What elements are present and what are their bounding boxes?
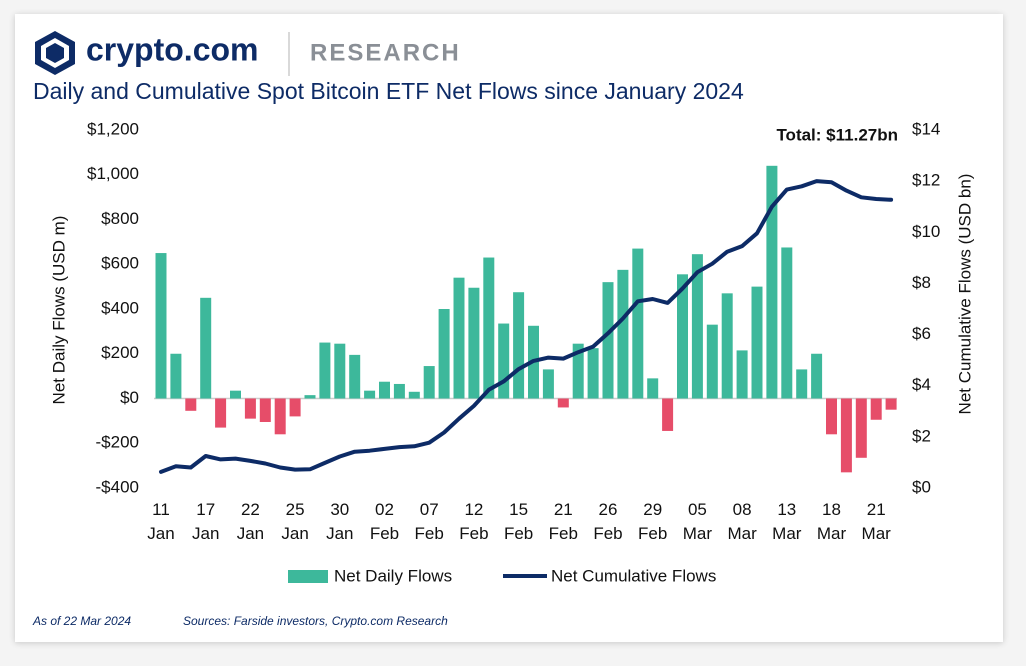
bar — [185, 398, 197, 411]
bar — [662, 398, 674, 431]
bar — [393, 383, 405, 399]
y2-axis-label: Net Cumulative Flows (USD bn) — [955, 174, 974, 415]
x-tick-label: 02 Feb — [370, 500, 399, 543]
bar — [259, 398, 271, 422]
legend-swatch — [288, 570, 328, 583]
bar — [751, 286, 763, 399]
bar — [304, 395, 316, 399]
y2-tick-label: $0 — [912, 477, 931, 496]
bar — [840, 398, 852, 473]
footnote-date: As of 22 Mar 2024 — [32, 614, 131, 628]
x-tick-label: 21 Mar — [862, 500, 892, 543]
x-tick-label: 26 Feb — [593, 500, 622, 543]
legend-label: Net Cumulative Flows — [551, 566, 716, 585]
bar — [826, 398, 837, 435]
y2-tick-label: $2 — [912, 426, 931, 445]
x-tick-label: 13 Mar — [772, 500, 802, 543]
bar — [379, 381, 390, 399]
logo-icon — [35, 31, 75, 75]
bar — [870, 398, 882, 420]
brand: crypto.com — [86, 31, 258, 67]
bar — [677, 274, 688, 399]
y-tick-label: $600 — [101, 254, 139, 273]
bar — [632, 248, 644, 399]
bar — [289, 398, 301, 417]
x-tick-label: 17 Jan — [192, 500, 219, 543]
bar — [811, 353, 823, 399]
y2-tick-label: $6 — [912, 324, 931, 343]
bar — [781, 247, 793, 399]
section: RESEARCH — [310, 39, 461, 66]
bar — [483, 257, 495, 399]
y2-tick-label: $12 — [912, 171, 940, 190]
annotation: Total: $11.27bn — [776, 125, 898, 144]
bar — [721, 293, 733, 399]
x-tick-label: 07 Feb — [415, 500, 444, 543]
bar — [438, 309, 450, 399]
bar — [468, 287, 480, 399]
bar — [766, 165, 778, 399]
y-tick-label: $400 — [101, 298, 139, 317]
y-tick-label: $200 — [101, 343, 139, 362]
bar — [855, 398, 867, 458]
bar — [542, 369, 554, 399]
bar — [587, 348, 599, 399]
x-tick-label: 30 Jan — [326, 500, 353, 543]
y2-tick-label: $8 — [912, 273, 931, 292]
bar — [408, 391, 420, 399]
bar — [423, 366, 435, 399]
bar — [572, 343, 584, 399]
y2-tick-label: $14 — [912, 119, 940, 138]
y-axis-label: Net Daily Flows (USD m) — [49, 216, 68, 405]
bar — [334, 343, 346, 399]
bar — [215, 398, 227, 428]
y-tick-label: $800 — [101, 209, 139, 228]
bar — [349, 354, 361, 399]
y-tick-label: -$200 — [96, 433, 139, 452]
bar — [155, 253, 167, 399]
x-tick-label: 15 Feb — [504, 500, 533, 543]
y-tick-label: $0 — [120, 388, 139, 407]
x-tick-label: 29 Feb — [638, 500, 667, 543]
legend-label: Net Daily Flows — [334, 566, 452, 585]
x-tick-label: 12 Feb — [459, 500, 488, 543]
bar — [617, 269, 629, 399]
bar — [602, 282, 614, 399]
footnote-source: Sources: Farside investors, Crypto.com R… — [183, 614, 448, 628]
bar — [513, 292, 525, 399]
chart-title: Daily and Cumulative Spot Bitcoin ETF Ne… — [33, 78, 744, 104]
bar — [736, 350, 748, 399]
bar — [453, 277, 465, 399]
bar — [647, 378, 659, 399]
y2-tick-label: $4 — [912, 375, 931, 394]
bar — [230, 390, 241, 399]
x-tick-label: 21 Feb — [549, 500, 578, 543]
bar — [170, 353, 182, 399]
y2-tick-label: $10 — [912, 222, 940, 241]
x-tick-label: 22 Jan — [237, 500, 264, 543]
x-tick-label: 05 Mar — [683, 500, 713, 543]
bar — [364, 390, 376, 399]
y-tick-label: -$400 — [96, 477, 139, 496]
y-tick-label: $1,200 — [87, 119, 139, 138]
x-tick-label: 18 Mar — [817, 500, 847, 543]
x-tick-label: 25 Jan — [281, 500, 308, 543]
bar — [796, 369, 808, 399]
bar — [319, 342, 331, 399]
x-tick-label: 11 Jan — [147, 500, 174, 543]
bar — [274, 398, 286, 435]
x-tick-label: 08 Mar — [727, 500, 757, 543]
bar — [885, 398, 897, 410]
bar — [498, 323, 510, 399]
bar — [691, 254, 703, 399]
line — [159, 179, 894, 474]
bar — [200, 297, 212, 399]
bar — [706, 324, 718, 399]
bar — [244, 398, 256, 419]
bar — [557, 398, 569, 408]
y-tick-label: $1,000 — [87, 164, 139, 183]
